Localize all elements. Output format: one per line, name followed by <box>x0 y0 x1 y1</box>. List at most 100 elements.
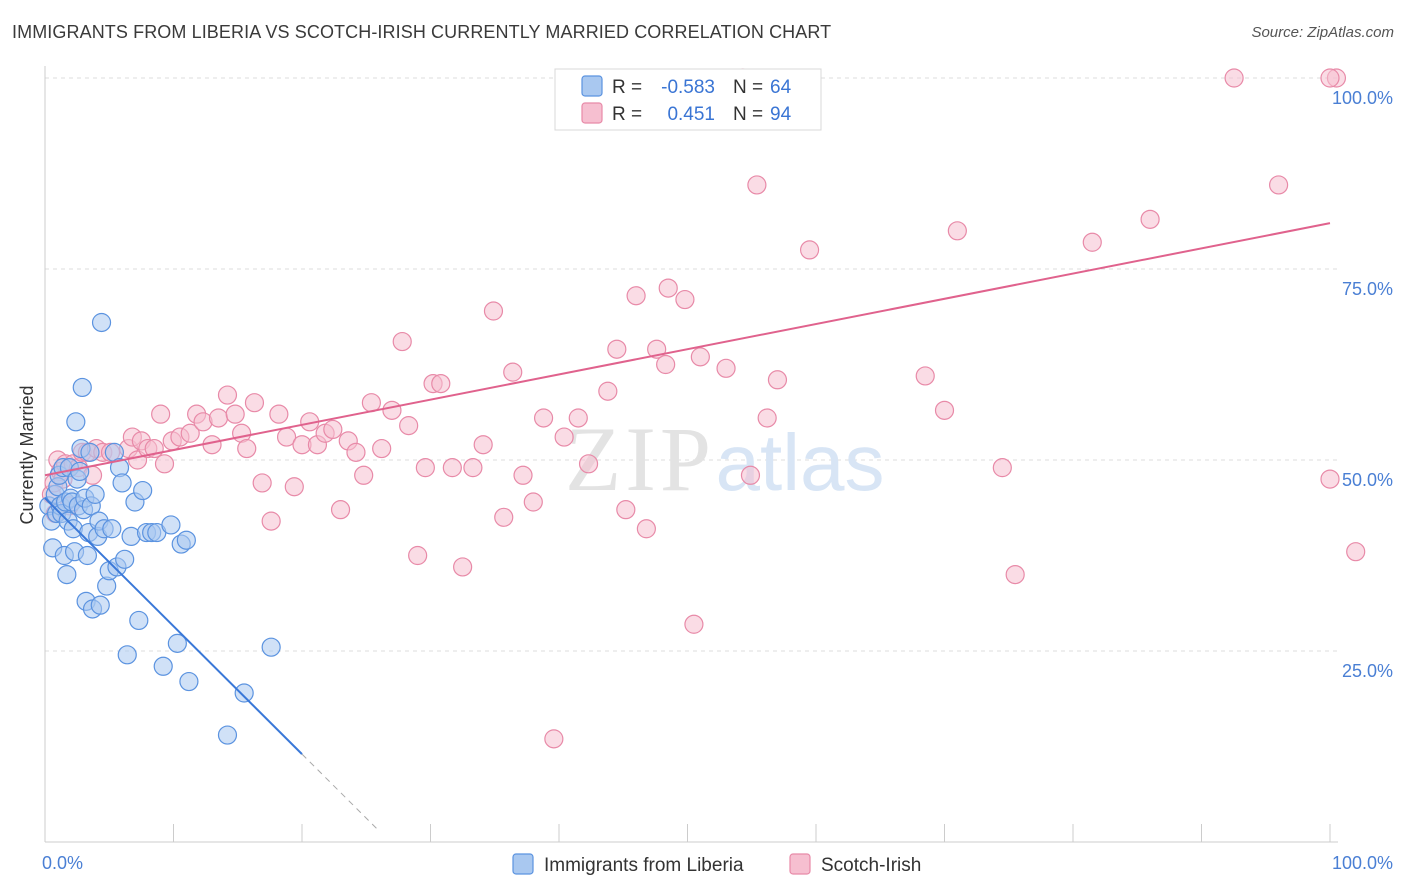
scotch-irish-point-79 <box>656 354 676 375</box>
scotch-irish-point-95 <box>1005 564 1025 585</box>
scotch-irish-point-101 <box>1346 542 1366 562</box>
scotch-irish-point-49 <box>354 465 374 485</box>
y-tick-label-1: 50.0% <box>1342 470 1393 490</box>
liberia-point-47 <box>117 645 137 665</box>
scotch-irish-point-71 <box>568 408 588 428</box>
stats-n-value-liberia: 64 <box>770 77 792 98</box>
liberia-point-41 <box>102 519 122 539</box>
trend-line-scotch-irish <box>44 222 1331 477</box>
x-tick-label-0: 0.0% <box>42 853 83 873</box>
stats-r-label-scotch-irish: R = <box>612 104 642 125</box>
scotch-irish-point-61 <box>463 458 483 478</box>
scotch-irish-point-91 <box>915 366 935 386</box>
stats-r-value-liberia: -0.583 <box>661 77 715 98</box>
watermark: ZIP atlas <box>565 408 884 510</box>
scotch-irish-point-22 <box>151 404 171 424</box>
trend-lines <box>44 222 1331 832</box>
scotch-irish-point-30 <box>208 408 229 428</box>
stats-r-label-liberia: R = <box>612 77 642 98</box>
grid-lines <box>45 77 1338 652</box>
stats-n-label-liberia: N = <box>733 77 763 98</box>
liberia-point-63 <box>261 637 281 657</box>
scotch-irish-point-82 <box>684 614 704 634</box>
scotch-irish-point-40 <box>284 477 304 497</box>
legend-swatch-scotch-irish <box>789 853 811 875</box>
scotch-irish-point-46 <box>330 500 351 520</box>
liberia-point-56 <box>161 515 181 535</box>
liberia-point-57 <box>167 633 187 653</box>
liberia-point-12 <box>57 564 77 585</box>
liberia-point-33 <box>85 484 105 504</box>
liberia-point-24 <box>72 377 92 398</box>
scotch-irish-point-23 <box>154 454 175 474</box>
scotch-irish-point-54 <box>399 416 419 436</box>
scotch-irish-point-98 <box>1268 175 1289 195</box>
scotch-irish-point-103 <box>1320 68 1340 88</box>
trend-line-liberia <box>44 497 303 755</box>
scotch-irish-point-77 <box>636 519 656 539</box>
x-tick-label-1: 100.0% <box>1332 853 1393 873</box>
scotch-irish-point-32 <box>225 404 245 424</box>
y-tick-label-2: 75.0% <box>1342 279 1393 299</box>
scotch-irish-point-64 <box>494 507 514 527</box>
liberia-point-36 <box>90 595 110 615</box>
stats-r-value-scotch-irish: 0.451 <box>667 104 715 125</box>
scotch-irish-point-94 <box>992 458 1012 478</box>
scotch-irish-point-83 <box>690 347 710 367</box>
tick-labels: 25.0% 50.0% 75.0% 100.0% 0.0% 100.0% <box>42 88 1393 873</box>
series-scotch-irish-points <box>41 68 1366 749</box>
scotch-irish-point-86 <box>740 465 761 485</box>
scotch-irish-point-59 <box>442 458 462 478</box>
scotch-irish-point-45 <box>323 419 343 440</box>
scotch-irish-point-38 <box>269 404 289 424</box>
series-legend: Immigrants from Liberia Scotch-Irish <box>512 853 921 876</box>
y-axis-label: Currently Married <box>17 385 37 524</box>
scotch-irish-point-37 <box>261 511 281 531</box>
liberia-point-55 <box>153 656 173 676</box>
scotch-irish-point-96 <box>1082 232 1102 252</box>
scotch-irish-point-75 <box>616 500 636 520</box>
scotch-irish-point-80 <box>658 278 678 298</box>
scotch-irish-point-102 <box>1224 68 1244 88</box>
liberia-point-19 <box>66 412 86 432</box>
liberia-point-60 <box>176 530 196 550</box>
scotch-irish-point-35 <box>244 393 265 413</box>
scotch-irish-point-55 <box>408 545 428 566</box>
liberia-point-22 <box>70 461 90 482</box>
liberia-point-37 <box>91 312 112 333</box>
legend-label-scotch-irish: Scotch-Irish <box>821 855 921 876</box>
scotch-irish-point-73 <box>598 381 618 401</box>
stats-swatch-scotch-irish <box>581 102 603 124</box>
scotch-irish-point-74 <box>607 339 627 359</box>
liberia-point-30 <box>80 442 100 462</box>
stats-n-label-scotch-irish: N = <box>733 104 763 125</box>
stats-swatch-liberia <box>581 75 603 97</box>
scotch-irish-point-93 <box>947 221 967 241</box>
scotch-irish-point-87 <box>747 175 767 195</box>
legend-swatch-liberia <box>512 853 534 875</box>
liberia-point-51 <box>133 480 153 501</box>
scotch-irish-point-53 <box>392 331 412 352</box>
scotch-irish-point-26 <box>180 423 200 443</box>
stats-legend: R = -0.583 N = 64 R = 0.451 N = 94 <box>554 68 822 131</box>
liberia-point-28 <box>77 545 98 566</box>
scotch-irish-point-84 <box>716 358 736 378</box>
scotch-irish-point-63 <box>483 301 504 321</box>
series-liberia-points <box>39 312 281 745</box>
legend-label-liberia: Immigrants from Liberia <box>544 855 744 876</box>
scotch-irish-point-90 <box>799 240 820 260</box>
scotch-irish-point-65 <box>503 362 523 382</box>
scotch-irish-point-69 <box>544 729 564 749</box>
liberia-point-45 <box>112 473 132 493</box>
liberia-point-62 <box>234 683 254 703</box>
scotch-irish-point-62 <box>473 435 493 455</box>
scotch-irish-point-58 <box>431 374 451 394</box>
scotch-irish-point-60 <box>453 557 473 577</box>
y-tick-label-3: 100.0% <box>1332 88 1393 108</box>
scotch-irish-point-67 <box>523 492 543 512</box>
scotch-irish-point-81 <box>675 289 695 310</box>
trend-line-liberia-extension <box>301 753 380 832</box>
liberia-point-50 <box>129 610 149 631</box>
scotch-irish-point-34 <box>237 438 257 459</box>
